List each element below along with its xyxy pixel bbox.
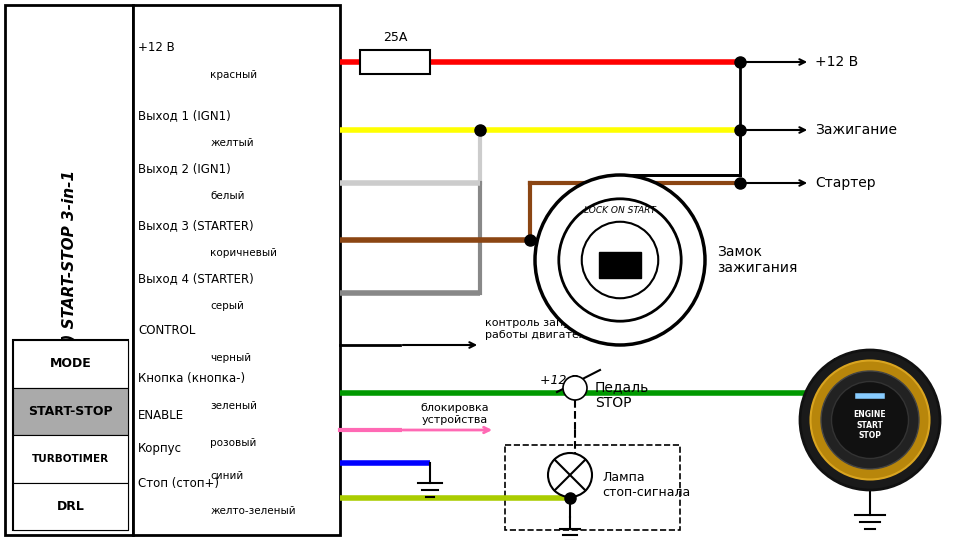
Text: DRL: DRL bbox=[57, 500, 84, 513]
Text: TURBOTIMER: TURBOTIMER bbox=[32, 454, 109, 464]
Text: Стартер: Стартер bbox=[815, 176, 876, 190]
Bar bbox=[360, 50, 430, 74]
Text: Педаль
STOP: Педаль STOP bbox=[595, 380, 649, 410]
Text: желтый: желтый bbox=[210, 138, 254, 148]
Text: зеленый: зеленый bbox=[210, 401, 257, 411]
Text: Лампа
стоп-сигнала: Лампа стоп-сигнала bbox=[602, 471, 690, 499]
Text: ENABLE: ENABLE bbox=[138, 409, 184, 422]
Text: серый: серый bbox=[210, 301, 245, 311]
Text: Выход 4 (STARTER): Выход 4 (STARTER) bbox=[138, 272, 253, 285]
Text: кнопка без
фиксации: кнопка без фиксации bbox=[833, 355, 906, 383]
Text: Корпус: Корпус bbox=[138, 442, 182, 455]
Text: +12 В: +12 В bbox=[540, 374, 580, 387]
Text: розовый: розовый bbox=[210, 438, 257, 448]
Bar bbox=[13, 340, 128, 530]
Text: Выход 2 (IGN1): Выход 2 (IGN1) bbox=[138, 162, 230, 175]
Circle shape bbox=[559, 199, 682, 321]
Circle shape bbox=[800, 350, 940, 490]
Text: блокировка
устройства: блокировка устройства bbox=[420, 403, 490, 425]
Text: START-STOP: START-STOP bbox=[28, 405, 113, 418]
Bar bbox=[505, 445, 680, 530]
Text: (V2) START-STOP 3-in-1: (V2) START-STOP 3-in-1 bbox=[61, 170, 77, 370]
Text: +12 В: +12 В bbox=[138, 41, 175, 54]
Text: коричневый: коричневый bbox=[210, 248, 277, 258]
Circle shape bbox=[548, 453, 592, 497]
Text: LOCK ON START: LOCK ON START bbox=[584, 206, 656, 215]
Bar bbox=[599, 252, 641, 278]
Text: синий: синий bbox=[210, 471, 244, 481]
Text: Зажигание: Зажигание bbox=[815, 123, 897, 137]
Text: Выход 1 (IGN1): Выход 1 (IGN1) bbox=[138, 109, 230, 122]
Text: Кнопка (кнопка-): Кнопка (кнопка-) bbox=[138, 372, 245, 385]
Circle shape bbox=[810, 361, 929, 480]
Text: ENGINE
START
STOP: ENGINE START STOP bbox=[853, 410, 886, 440]
Circle shape bbox=[582, 222, 659, 298]
Text: желто-зеленый: желто-зеленый bbox=[210, 506, 296, 516]
Text: белый: белый bbox=[210, 191, 245, 201]
Text: Стоп (стоп+): Стоп (стоп+) bbox=[138, 477, 219, 490]
Circle shape bbox=[821, 371, 919, 469]
Circle shape bbox=[535, 175, 705, 345]
Bar bbox=[13, 388, 128, 435]
Text: 25A: 25A bbox=[383, 31, 407, 44]
Text: черный: черный bbox=[210, 353, 252, 363]
Text: MODE: MODE bbox=[50, 357, 91, 370]
Circle shape bbox=[831, 381, 908, 458]
Text: Выход 3 (STARTER): Выход 3 (STARTER) bbox=[138, 219, 253, 232]
Bar bbox=[5, 5, 133, 535]
Bar bbox=[13, 435, 128, 483]
Text: красный: красный bbox=[210, 70, 257, 80]
Text: CONTROL: CONTROL bbox=[138, 324, 196, 337]
Text: контроль запуска и
работы двигателя: контроль запуска и работы двигателя bbox=[485, 319, 600, 340]
Text: +12 В: +12 В bbox=[815, 55, 858, 69]
Bar bbox=[133, 5, 340, 535]
Bar bbox=[13, 340, 128, 388]
Bar bbox=[13, 483, 128, 530]
Circle shape bbox=[563, 376, 587, 400]
Text: Замок
зажигания: Замок зажигания bbox=[717, 245, 798, 275]
